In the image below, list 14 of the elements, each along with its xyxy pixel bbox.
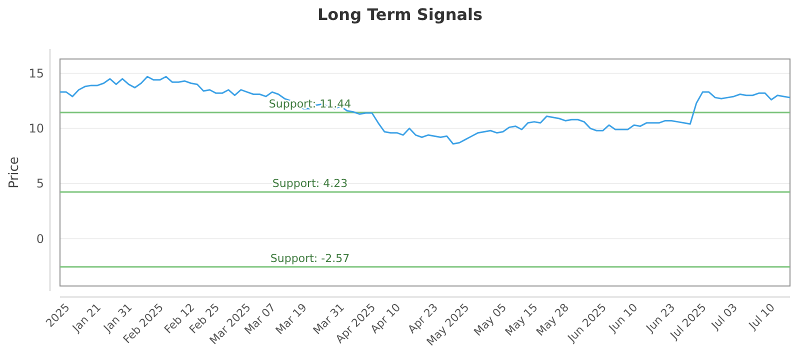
line-series — [59, 76, 791, 145]
x-tick-label: Jul 10 — [746, 300, 778, 333]
x-tick-label: Jan 21 — [69, 300, 104, 336]
y-tick-label: 10 — [28, 122, 44, 136]
x-tick-label: Jul 03 — [708, 300, 740, 333]
ref-line-label: Support: -2.57 — [270, 252, 350, 265]
y-tick-label: 0 — [36, 232, 44, 246]
y-tick-label: 5 — [36, 176, 44, 191]
x-tick-label: Jun 10 — [606, 300, 640, 336]
y-tick-label: 15 — [28, 66, 44, 81]
ref-line-label: Support: 4.23 — [272, 177, 348, 190]
chart-title: Long Term Signals — [317, 5, 483, 24]
y-axis-title: Price — [7, 156, 22, 188]
x-tick-label: Mar 19 — [273, 300, 310, 338]
